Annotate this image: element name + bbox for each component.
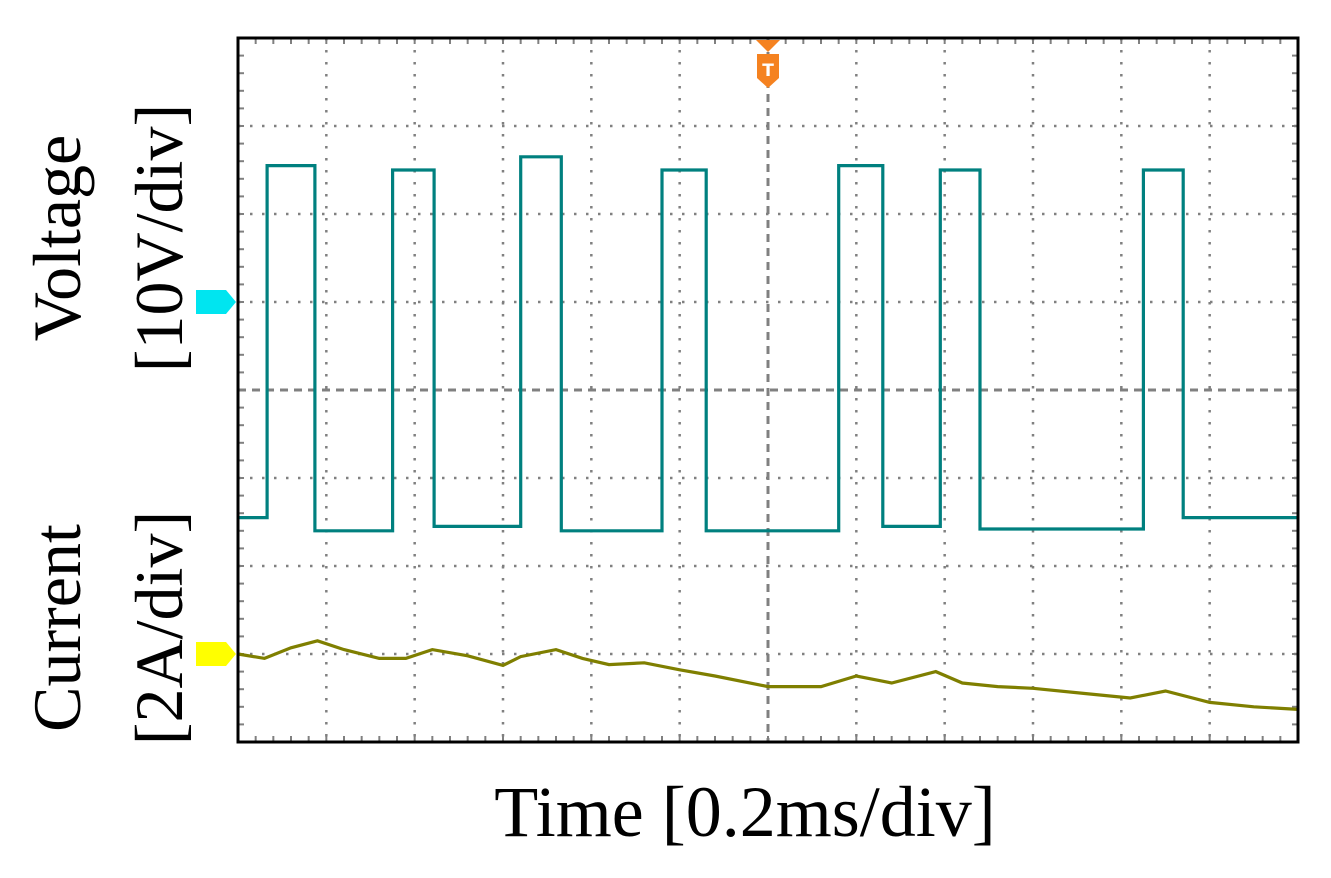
channel-marker-voltage [196, 290, 236, 314]
ylabel-voltage-scale: [10V/div] [121, 104, 197, 372]
grid [237, 37, 1299, 743]
ylabel-voltage-name: Voltage [19, 135, 95, 342]
ylabel-current-scale: [2A/div] [121, 511, 197, 745]
trace-current [237, 639, 1299, 711]
traces [237, 155, 1299, 711]
trigger-flag [757, 54, 779, 88]
trigger-marker: T [756, 40, 780, 88]
markers: T [196, 40, 780, 666]
xlabel: Time [0.2ms/div] [494, 772, 995, 852]
channel-marker-current [196, 642, 236, 666]
trace-voltage [238, 155, 1298, 533]
trigger-label: T [762, 61, 774, 81]
plot-frame [236, 36, 1300, 744]
ylabel-current-name: Current [19, 524, 95, 732]
trigger-arrow [756, 40, 780, 52]
